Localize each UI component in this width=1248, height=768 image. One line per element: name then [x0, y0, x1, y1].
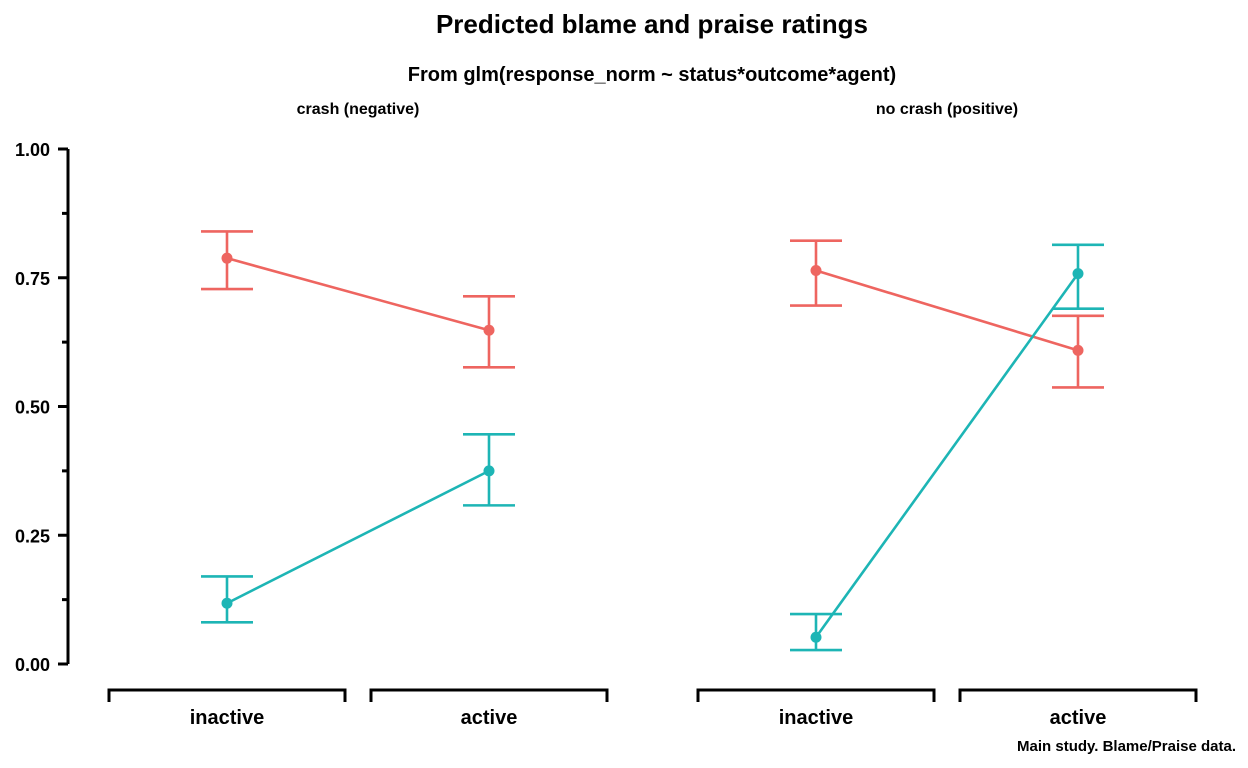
x-tick-label: active: [1050, 707, 1107, 729]
x-tick-label: inactive: [190, 707, 264, 729]
data-point: [810, 265, 822, 277]
y-tick-label: 0.75: [15, 269, 50, 289]
series-line: [815, 269, 1079, 352]
chart-subtitle: From glm(response_norm ~ status*outcome*…: [408, 64, 896, 86]
x-axis-bracket: [696, 688, 936, 702]
series-line: [814, 272, 1080, 638]
y-tick-label: 0.50: [15, 398, 50, 418]
plot-marks: 0.00 0.25 0.50 0.75 1.00 inactive active inacti…: [15, 140, 1198, 729]
series-line: [226, 469, 490, 605]
data-point: [1072, 268, 1084, 280]
y-tick-label: 0.00: [15, 655, 50, 675]
x-axis-bracket: [958, 688, 1198, 702]
panel-label-no-crash: no crash (positive): [876, 101, 1018, 118]
x-axis-bracket: [107, 688, 347, 702]
chart-title: Predicted blame and praise ratings: [436, 9, 868, 39]
data-point: [483, 465, 495, 477]
series-line: [226, 256, 490, 332]
y-tick-label: 1.00: [15, 140, 50, 160]
data-point: [221, 252, 233, 264]
x-axis-bracket: [369, 688, 609, 702]
data-point: [810, 631, 822, 643]
y-tick-label: 0.25: [15, 526, 50, 546]
data-point: [1072, 344, 1084, 356]
chart-caption: Main study. Blame/Praise data.: [1017, 738, 1236, 755]
data-point: [483, 324, 495, 336]
panel-label-crash: crash (negative): [297, 101, 420, 118]
x-tick-label: active: [461, 707, 518, 729]
data-point: [221, 597, 233, 609]
x-tick-label: inactive: [779, 707, 853, 729]
